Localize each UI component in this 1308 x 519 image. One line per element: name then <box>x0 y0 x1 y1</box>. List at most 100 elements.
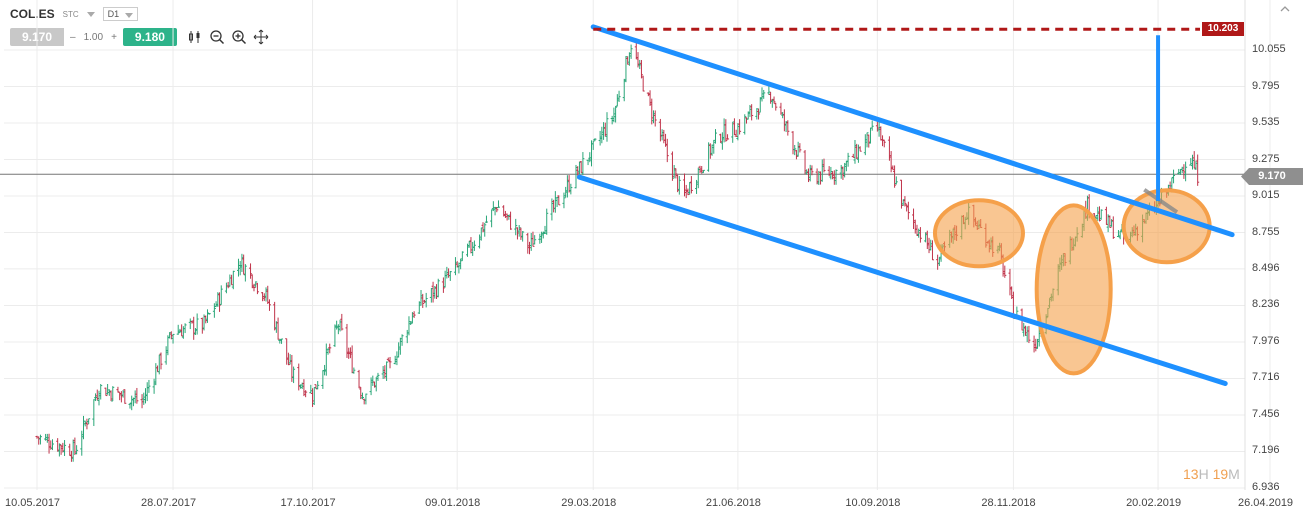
candle <box>243 264 247 282</box>
candle <box>273 301 277 331</box>
candle <box>515 227 519 240</box>
candle <box>156 365 160 373</box>
candle <box>903 196 907 207</box>
candle <box>906 201 910 220</box>
candle <box>195 313 199 335</box>
candle <box>393 355 397 365</box>
candle <box>720 132 724 150</box>
candle <box>557 195 561 206</box>
candle <box>707 142 711 172</box>
candle <box>626 56 630 65</box>
candle <box>1096 206 1100 221</box>
candle <box>622 78 626 102</box>
candle <box>514 218 518 236</box>
decrease-button[interactable]: – <box>70 31 76 43</box>
candle <box>357 369 361 389</box>
candle <box>412 311 416 318</box>
candle <box>1098 206 1102 222</box>
candle <box>207 313 211 315</box>
lower-channel-line <box>576 174 1228 387</box>
candle <box>264 287 268 302</box>
candle <box>769 91 773 104</box>
date-tick-label: 10.05.2017 <box>5 497 61 509</box>
candle <box>553 191 557 213</box>
candle <box>286 352 290 366</box>
resistance-price-tag: 10.203 <box>1202 22 1244 36</box>
candle <box>71 439 75 462</box>
candle <box>385 361 389 381</box>
candle <box>588 152 592 163</box>
quantity-stepper[interactable]: – 1.00 + <box>64 32 123 43</box>
candle <box>69 450 73 462</box>
timeframe-select[interactable]: D1 <box>102 7 139 21</box>
candle <box>145 382 149 402</box>
quantity-value[interactable]: 1.00 <box>83 31 104 43</box>
candle <box>304 390 308 398</box>
candle <box>565 175 569 198</box>
price-tick-label: 9.535 <box>1252 116 1280 129</box>
candle <box>443 270 447 288</box>
crosshair-icon[interactable] <box>253 29 269 45</box>
candle <box>192 316 196 340</box>
candle <box>507 214 511 220</box>
zoom-in-icon[interactable] <box>231 29 247 45</box>
candle <box>662 129 666 144</box>
candle <box>526 232 530 254</box>
candle <box>1099 209 1103 220</box>
candle <box>708 143 712 159</box>
price-tick-label: 7.196 <box>1252 444 1280 457</box>
candle <box>879 126 883 141</box>
candle <box>682 173 686 197</box>
collapse-arrow-icon[interactable] <box>1280 4 1290 14</box>
candle <box>664 133 668 147</box>
candle <box>846 152 850 167</box>
candle <box>743 114 747 135</box>
date-tick-label: 20.02.2019 <box>1126 497 1182 509</box>
buy-button[interactable]: 9.180 <box>122 28 177 46</box>
candle <box>73 437 77 456</box>
candle <box>400 334 404 346</box>
candle <box>519 227 523 240</box>
candle <box>521 231 525 242</box>
candle <box>586 159 590 166</box>
candle <box>109 390 113 402</box>
candle <box>340 313 344 331</box>
increase-button[interactable]: + <box>111 31 117 43</box>
candle <box>868 127 872 144</box>
candle <box>255 282 259 295</box>
candle <box>95 389 99 401</box>
candle <box>762 89 766 99</box>
candle <box>359 387 363 400</box>
candle <box>614 105 618 123</box>
candle <box>844 160 848 172</box>
price-tick-label: 8.236 <box>1252 298 1280 311</box>
timer-minutes-unit: M <box>1228 466 1240 482</box>
candle <box>936 254 940 270</box>
candle <box>1111 216 1115 239</box>
candle <box>106 383 110 395</box>
timeframe-value: D1 <box>107 9 120 19</box>
candle <box>321 370 325 389</box>
candle <box>1008 268 1012 296</box>
candle <box>405 329 409 344</box>
symbol-label[interactable]: COL.ES <box>10 7 55 21</box>
zoom-out-icon[interactable] <box>209 29 225 45</box>
candlestick-icon[interactable] <box>187 29 203 45</box>
candle <box>123 389 127 404</box>
candle <box>448 270 452 281</box>
candle <box>388 356 392 369</box>
candle <box>250 274 254 289</box>
candle <box>236 258 240 277</box>
candle <box>333 324 337 347</box>
candle <box>457 262 461 274</box>
candle <box>68 443 72 456</box>
candle <box>569 183 573 195</box>
candle <box>1027 325 1031 344</box>
candle <box>371 375 375 386</box>
candle <box>750 104 754 121</box>
date-tick-label: 21.06.2018 <box>705 497 761 509</box>
symbol-dropdown-icon[interactable] <box>86 11 95 17</box>
candle <box>867 134 871 148</box>
candle <box>591 140 595 150</box>
